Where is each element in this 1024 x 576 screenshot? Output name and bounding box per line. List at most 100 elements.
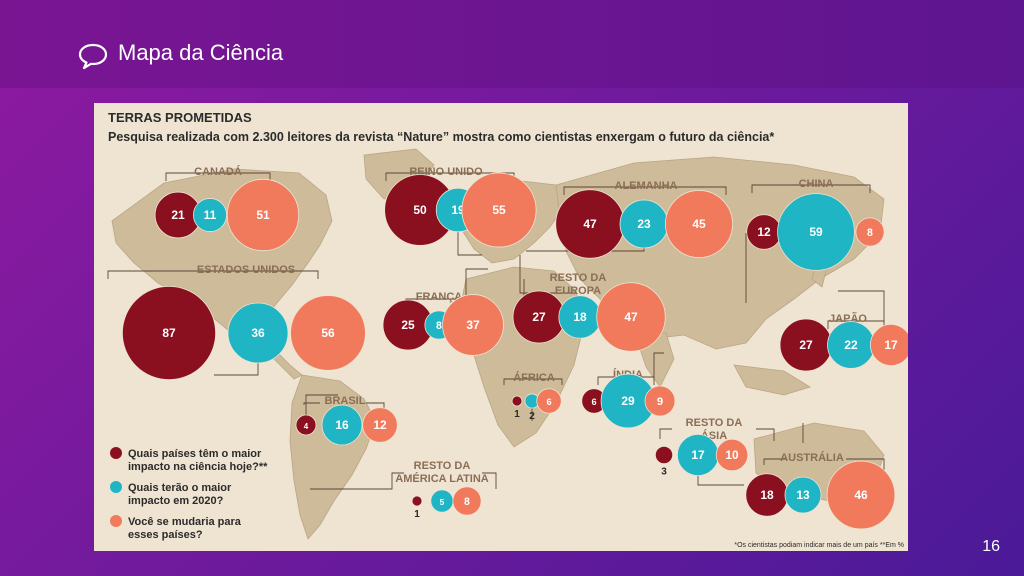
region-australia: AUSTRÁLIA 18 13 46 [745, 451, 896, 530]
legend-label-move: Você se mudaria para esses países? [128, 516, 242, 541]
value-label-japao-move: 17 [884, 338, 898, 352]
bubble-brasil-current [295, 414, 317, 436]
value-label-africa-current: 1 [514, 409, 520, 420]
region-label-resto-da-america-latina-1: RESTO DA [414, 460, 471, 472]
value-label-india-move: 9 [657, 396, 663, 408]
value-label-alemanha-move: 45 [692, 217, 706, 231]
value-label-reino-unido-future: 19 [451, 203, 465, 217]
value-label-resto-da-asia-future: 17 [691, 448, 705, 462]
bubble-india-move [644, 385, 676, 417]
value-label-australia-current: 18 [760, 488, 774, 502]
leader-line-india [597, 352, 664, 385]
value-label-africa-future: 2 [529, 411, 535, 422]
value-label-reino-unido-current: 50 [413, 203, 427, 217]
legend-swatch-current [110, 447, 122, 459]
bubble-resto-da-asia-move [715, 438, 749, 472]
bubble-africa-move [536, 388, 562, 414]
bubble-resto-da-europa-move [596, 282, 666, 352]
page-number: 16 [982, 538, 1000, 555]
value-label-australia-move: 46 [854, 488, 868, 502]
value-label-resto-da-europa-move: 47 [624, 310, 638, 324]
region-label-resto-da-america-latina-2: AMÉRICA LATINA [395, 472, 489, 485]
bubble-canada-move [226, 178, 300, 252]
region-label-alemanha: ALEMANHA [615, 180, 678, 192]
bubble-china-move [855, 217, 885, 247]
footnote: *Os cientistas podiam indicar mais de um… [734, 542, 904, 549]
region-alemanha: ALEMANHA 47 23 45 [555, 180, 733, 259]
region-africa: ÁFRICA 1 2 6 [511, 371, 562, 422]
value-label-resto-da-america-latina-current: 1 [414, 509, 420, 520]
bubble-estados-unidos-current [121, 285, 217, 381]
value-label-franca-future: 8 [436, 320, 442, 332]
value-label-resto-da-asia-current: 3 [661, 467, 667, 478]
value-label-resto-da-asia-move: 10 [725, 448, 739, 462]
value-label-resto-da-europa-current: 27 [532, 310, 546, 324]
value-label-brasil-future: 16 [335, 418, 349, 432]
value-label-japao-future: 22 [844, 338, 858, 352]
bubble-reino-unido-move [461, 172, 537, 248]
legend-label-current: Quais países têm o maior impacto na ciênc… [128, 448, 268, 473]
bubble-china-future [777, 193, 855, 271]
bubble-australia-future [784, 476, 822, 514]
bubble-africa-current [511, 395, 523, 407]
region-label-australia: AUSTRÁLIA [780, 451, 844, 464]
value-label-china-current: 12 [757, 225, 771, 239]
title-bar [0, 0, 1024, 88]
region-canada: CANADÁ 21 11 51 [154, 165, 300, 252]
value-label-estados-unidos-current: 87 [162, 326, 176, 340]
bubble-brasil-move [362, 407, 398, 443]
region-china: CHINA 12 59 8 [746, 178, 885, 271]
region-label-franca: FRANÇA [416, 291, 462, 303]
region-label-reino-unido: REINO UNIDO [409, 166, 483, 178]
leader-line-australia [763, 423, 885, 471]
value-label-brasil-current: 4 [304, 422, 309, 431]
region-japao: JAPÃO 27 22 17 [779, 312, 913, 372]
region-india: ÍNDIA6299 [581, 368, 676, 429]
region-label-canada: CANADÁ [194, 165, 242, 178]
bubble-alemanha-move [665, 190, 733, 258]
value-label-africa-move: 6 [546, 397, 551, 407]
leader-line-china [745, 184, 871, 303]
legend-label-future: Quais terão o maior impacto em 2020? [128, 482, 232, 507]
bubble-australia-move [826, 460, 896, 530]
bubble-resto-da-america-latina-move [452, 486, 482, 516]
region-label-estados-unidos: ESTADOS UNIDOS [197, 264, 295, 276]
region-brasil: BRASIL 4 16 12 [295, 395, 398, 446]
region-label-resto-da-asia-1: RESTO DA [686, 417, 743, 429]
value-label-resto-da-america-latina-move: 8 [464, 496, 470, 508]
chart-title: TERRAS PROMETIDAS [108, 110, 252, 125]
value-label-canada-current: 21 [171, 208, 185, 222]
region-estados-unidos: ESTADOS UNIDOS 87 36 56 [121, 264, 366, 381]
value-label-resto-da-europa-future: 18 [573, 310, 587, 324]
bubble-canada-future [193, 198, 227, 232]
bubble-franca-move [442, 294, 504, 356]
value-label-estados-unidos-move: 56 [321, 326, 335, 340]
bubble-resto-da-america-latina-current [411, 495, 423, 507]
value-label-china-future: 59 [809, 225, 823, 239]
value-label-alemanha-current: 47 [583, 217, 597, 231]
legend: Quais países têm o maior impacto na ciênc… [110, 447, 268, 541]
value-label-india-current: 6 [591, 397, 596, 407]
value-label-china-move: 8 [867, 227, 873, 239]
speech-bubble-icon [78, 43, 108, 70]
value-label-india-future: 29 [621, 394, 635, 408]
bubble-resto-da-asia-current [654, 445, 674, 465]
region-label-resto-da-europa-1: RESTO DA [550, 272, 607, 284]
value-label-franca-current: 25 [401, 318, 415, 332]
bubble-map-chart: TERRAS PROMETIDAS Pesquisa realizada com… [107, 110, 913, 549]
region-label-africa: ÁFRICA [513, 371, 555, 384]
value-label-reino-unido-move: 55 [492, 203, 506, 217]
value-label-franca-move: 37 [466, 318, 480, 332]
value-label-australia-future: 13 [796, 488, 810, 502]
bubble-estados-unidos-future [227, 302, 289, 364]
region-reino-unido: REINO UNIDO 50 19 55 [384, 166, 537, 248]
region-label-japao: JAPÃO [829, 312, 867, 325]
value-label-alemanha-future: 23 [637, 217, 651, 231]
map-southeast-asia [733, 364, 811, 396]
leader-line-resto-da-europa [519, 255, 576, 297]
legend-swatch-move [110, 515, 122, 527]
